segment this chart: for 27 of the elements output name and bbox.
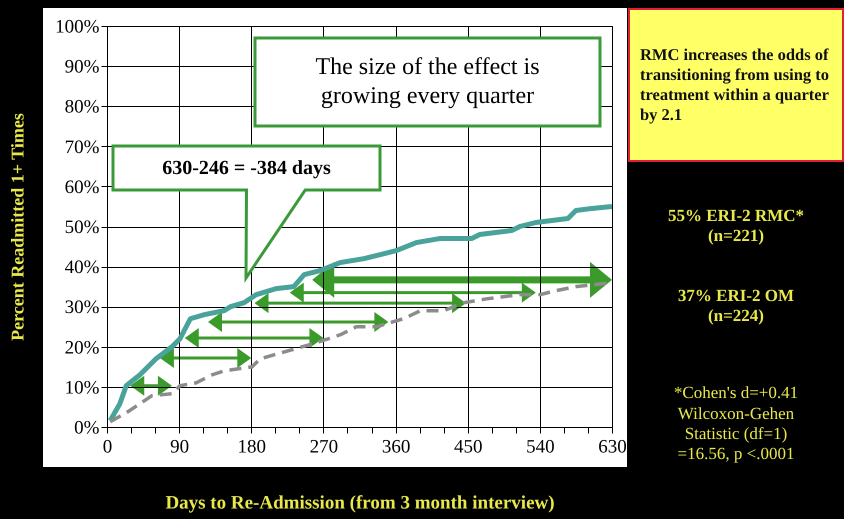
y-tick-label: 70% — [64, 136, 100, 158]
text: 55% ERI-2 RMC* (n=221) — [668, 206, 804, 246]
y-tick-label: 0% — [74, 418, 100, 438]
x-tick-label: 630 — [598, 436, 627, 458]
y-tick-label: 60% — [64, 176, 100, 198]
x-tick-label: 540 — [526, 436, 555, 458]
x-tick-label: 360 — [382, 436, 410, 458]
y-tick-label: 20% — [64, 337, 100, 358]
x-tick-label: 180 — [238, 436, 266, 458]
x-tick-label: 0 — [102, 436, 112, 458]
text: RMC increases the odds of transitioning from using to treatment within a quarter by 2.1 — [640, 45, 830, 125]
x-tick-label: 90 — [170, 436, 190, 458]
y-axis-title: Percent Readmitted 1+ Times — [8, 113, 28, 341]
y-tick-label: 80% — [64, 96, 100, 118]
y-tick-label: 30% — [64, 297, 100, 318]
x-tick-label: 450 — [454, 436, 482, 458]
y-tick-label: 10% — [64, 377, 100, 398]
annotation: The size of the effect is growing every quarter — [314, 53, 541, 111]
y-tick-label: 50% — [64, 217, 100, 238]
y-tick-label: 100% — [55, 16, 100, 38]
y-tick-label: 40% — [64, 257, 100, 278]
text: 37% ERI-2 OM (n=224) — [678, 286, 794, 326]
y-tick-label: 90% — [64, 56, 100, 78]
text: *Cohen's d=+0.41 Wilcoxon-Gehen Statistic (df=1) =16.56, p <.0001 — [674, 383, 798, 465]
x-axis-title: Days to Re-Admission (from 3 month interview) — [165, 492, 555, 514]
annotation: 630-246 = -384 days — [162, 156, 331, 180]
x-tick-label: 270 — [310, 436, 338, 458]
